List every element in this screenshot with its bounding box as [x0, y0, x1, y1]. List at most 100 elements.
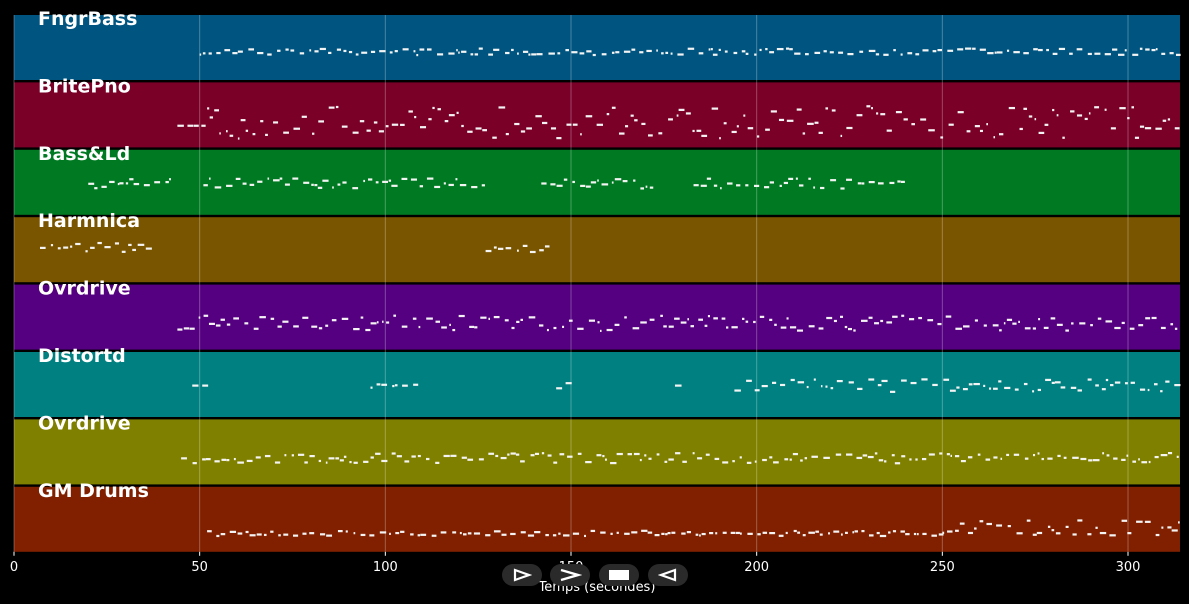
note	[900, 180, 905, 183]
note	[792, 452, 798, 456]
track-lane	[14, 217, 1180, 283]
note	[50, 244, 54, 247]
note	[732, 460, 735, 463]
note	[463, 533, 467, 536]
note	[449, 323, 451, 327]
note	[385, 125, 389, 128]
note	[830, 179, 837, 182]
note	[960, 459, 966, 463]
note	[648, 457, 652, 460]
note	[1047, 525, 1051, 528]
note	[274, 461, 281, 464]
note	[772, 381, 777, 384]
note	[586, 50, 592, 53]
note	[1034, 118, 1037, 121]
track-lane	[14, 82, 1180, 148]
note	[224, 49, 231, 52]
note	[244, 322, 249, 325]
note	[955, 327, 962, 330]
note	[432, 106, 435, 110]
note	[1026, 519, 1031, 522]
note	[893, 49, 896, 52]
note	[1070, 110, 1075, 113]
note	[558, 532, 561, 535]
note	[493, 530, 501, 533]
note	[790, 378, 795, 382]
note	[343, 49, 347, 53]
note	[133, 182, 140, 186]
note	[761, 384, 768, 388]
note	[1038, 48, 1043, 52]
note	[1138, 458, 1140, 461]
note	[974, 527, 977, 530]
note	[940, 136, 944, 139]
note	[541, 121, 548, 125]
note	[1087, 533, 1092, 536]
note	[857, 387, 863, 391]
note	[1023, 382, 1028, 386]
note	[932, 50, 937, 53]
note	[441, 326, 447, 329]
note	[75, 242, 81, 246]
note	[485, 249, 492, 253]
note	[830, 387, 834, 390]
note	[553, 326, 557, 330]
note	[353, 327, 360, 331]
fast-forward-button[interactable]	[550, 564, 590, 586]
note	[623, 50, 631, 53]
note	[852, 531, 855, 534]
note	[572, 123, 578, 126]
note	[404, 460, 410, 463]
x-tick-label: 300	[1116, 560, 1141, 575]
note	[778, 534, 784, 537]
rewind-button[interactable]	[648, 564, 688, 586]
note	[616, 531, 619, 534]
note	[214, 109, 220, 112]
note	[866, 105, 871, 108]
note	[467, 458, 474, 461]
note	[764, 186, 770, 189]
note	[711, 107, 719, 110]
note	[314, 50, 319, 53]
note	[394, 384, 398, 387]
note	[614, 323, 620, 326]
note	[443, 454, 450, 458]
note	[571, 51, 578, 54]
note	[1132, 53, 1139, 56]
note	[412, 317, 417, 320]
note	[505, 51, 510, 55]
note	[413, 383, 419, 386]
note	[633, 179, 636, 182]
note	[1136, 520, 1143, 523]
note	[1004, 386, 1011, 390]
note	[202, 384, 209, 387]
note	[996, 524, 1003, 527]
note	[808, 531, 815, 534]
note	[369, 534, 375, 537]
play-icon	[513, 568, 532, 582]
note	[632, 327, 640, 330]
note	[1129, 327, 1135, 330]
note	[1167, 526, 1172, 529]
note	[520, 460, 525, 463]
note	[1126, 454, 1129, 457]
play-button[interactable]	[502, 564, 542, 586]
note	[322, 179, 329, 182]
note	[754, 460, 757, 463]
track-label: Ovrdrive	[38, 412, 131, 434]
note	[1072, 533, 1077, 536]
note	[727, 182, 733, 185]
note	[1050, 317, 1056, 320]
note	[699, 534, 701, 537]
note	[207, 107, 210, 110]
note	[585, 460, 592, 464]
note	[800, 459, 803, 462]
track-label: Bass&Ld	[38, 143, 130, 165]
stop-button[interactable]	[599, 564, 639, 586]
note	[886, 129, 892, 132]
note	[473, 532, 481, 535]
note	[214, 460, 220, 463]
note	[783, 181, 789, 185]
note	[921, 457, 927, 461]
note	[697, 457, 703, 460]
